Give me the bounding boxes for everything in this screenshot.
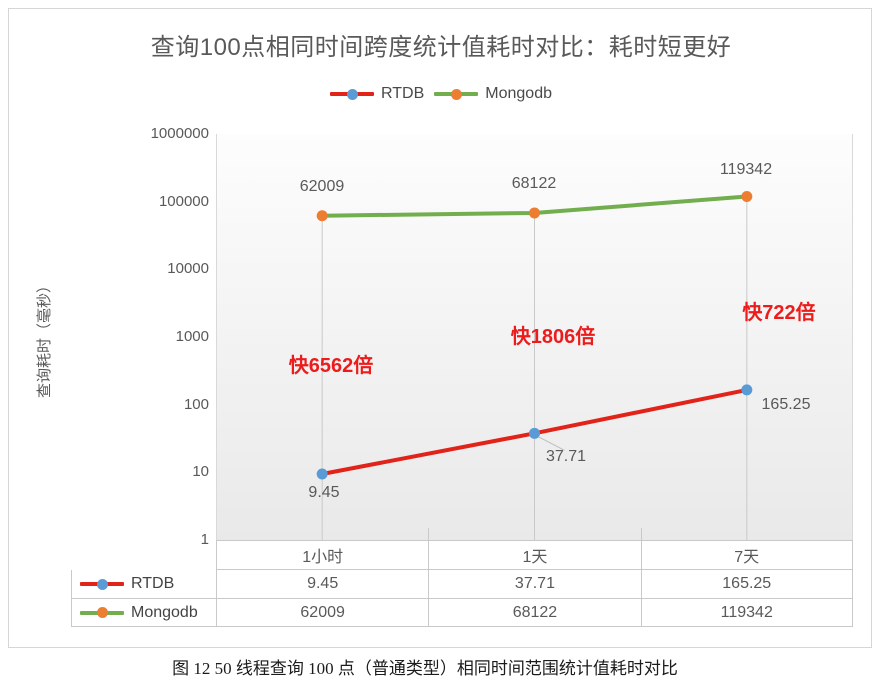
data-point-rtdb-1天 bbox=[529, 427, 540, 439]
x-axis-tick bbox=[428, 528, 429, 540]
y-axis-title: 查询耗时（毫秒） bbox=[36, 278, 53, 399]
y-tick-1000000: 1000000 bbox=[150, 125, 209, 142]
table-row-rtdb: RTDB 9.45 37.71 165.25 bbox=[71, 570, 853, 599]
chart-object[interactable]: 查询100点相同时间跨度统计值耗时对比：耗时短更好 RTDB Mongodb 查… bbox=[8, 8, 872, 648]
series-plot bbox=[316, 190, 753, 540]
table-row-mongodb: Mongodb 62009 68122 119342 bbox=[71, 599, 853, 627]
mongodb-label-1h: 62009 bbox=[299, 178, 345, 195]
mongodb-label-7d: 119342 bbox=[719, 161, 773, 178]
data-point-mongodb-1小时 bbox=[316, 210, 328, 222]
rtdb-line-marker-icon bbox=[80, 578, 124, 590]
y-tick-100: 100 bbox=[183, 396, 209, 413]
row-label-mongodb: Mongodb bbox=[131, 603, 198, 621]
label-leader-line bbox=[537, 435, 565, 451]
row-key-rtdb: RTDB bbox=[71, 570, 216, 599]
rtdb-value-7d: 165.25 bbox=[640, 570, 853, 599]
rtdb-value-1h: 9.45 bbox=[216, 570, 429, 599]
y-tick-10: 10 bbox=[192, 463, 209, 480]
data-point-mongodb-1天 bbox=[529, 207, 540, 219]
row-label-rtdb: RTDB bbox=[131, 575, 175, 592]
annotation-speedup-1h: 快6562倍 bbox=[288, 355, 374, 377]
data-point-rtdb-1小时 bbox=[316, 468, 328, 480]
mongodb-value-1h: 62009 bbox=[216, 599, 429, 627]
legend-label-mongodb: Mongodb bbox=[485, 85, 552, 102]
mongodb-label-1d: 68122 bbox=[511, 175, 557, 192]
rtdb-line-marker-icon bbox=[330, 88, 374, 100]
chart-legend: RTDB Mongodb bbox=[9, 85, 873, 103]
rtdb-label-1h: 9.45 bbox=[308, 484, 340, 501]
column-header-1h: 1小时 bbox=[216, 541, 429, 570]
mongodb-line-marker-icon bbox=[80, 607, 124, 618]
data-point-rtdb-7天 bbox=[741, 384, 753, 396]
column-header-7d: 7天 bbox=[640, 541, 853, 570]
column-header-1d: 1天 bbox=[428, 541, 641, 570]
mongodb-value-1d: 68122 bbox=[428, 599, 641, 627]
legend-item-mongodb[interactable]: Mongodb bbox=[434, 85, 552, 103]
annotation-speedup-7d: 快722倍 bbox=[742, 302, 816, 324]
chart-title: 查询100点相同时间跨度统计值耗时对比：耗时短更好 bbox=[150, 34, 732, 61]
mongodb-line-marker-icon bbox=[434, 88, 479, 100]
legend-label-rtdb: RTDB bbox=[381, 85, 425, 102]
data-point-mongodb-7天 bbox=[741, 190, 753, 202]
mongodb-value-7d: 119342 bbox=[640, 599, 853, 627]
rtdb-value-1d: 37.71 bbox=[428, 570, 641, 599]
rtdb-label-7d: 165.25 bbox=[761, 396, 811, 413]
y-tick-1000: 1000 bbox=[175, 328, 209, 345]
annotation-speedup-1d: 快1806倍 bbox=[510, 326, 596, 348]
y-tick-10000: 10000 bbox=[167, 260, 209, 277]
figure-caption: 图 12 50 线程查询 100 点（普通类型）相同时间范围统计值耗时对比 bbox=[172, 659, 678, 678]
data-table-header: 1小时 1天 7天 bbox=[216, 540, 853, 570]
rtdb-label-1d: 37.71 bbox=[545, 448, 587, 465]
x-axis-tick bbox=[641, 528, 642, 540]
y-tick-100000: 100000 bbox=[158, 193, 209, 210]
y-tick-1: 1 bbox=[200, 531, 209, 548]
legend-item-rtdb[interactable]: RTDB bbox=[330, 85, 424, 103]
row-key-mongodb: Mongodb bbox=[71, 599, 216, 627]
